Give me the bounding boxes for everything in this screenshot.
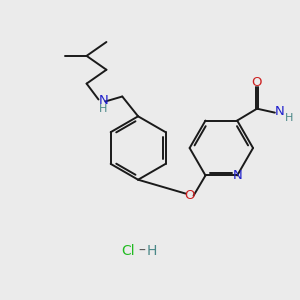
- Text: –: –: [139, 244, 145, 258]
- Text: N: N: [275, 105, 285, 118]
- Text: H: H: [147, 244, 157, 258]
- Text: O: O: [252, 76, 262, 89]
- Text: N: N: [99, 94, 108, 107]
- Text: Cl: Cl: [122, 244, 135, 258]
- Text: H: H: [284, 112, 293, 123]
- Text: N: N: [232, 169, 242, 182]
- Text: O: O: [184, 189, 195, 202]
- Text: H: H: [99, 104, 108, 114]
